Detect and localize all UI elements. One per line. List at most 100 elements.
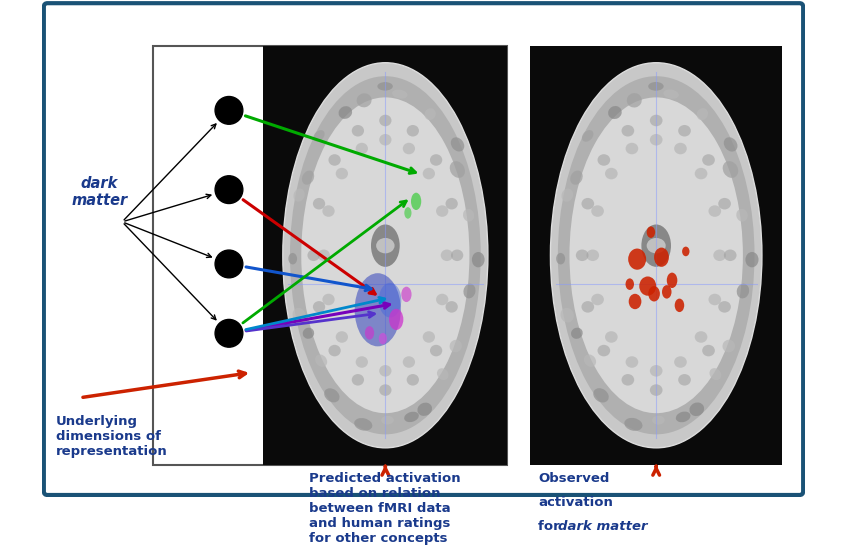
Ellipse shape <box>402 143 415 155</box>
Ellipse shape <box>451 250 463 261</box>
Ellipse shape <box>584 354 596 367</box>
Ellipse shape <box>472 252 484 267</box>
Ellipse shape <box>446 301 458 312</box>
Ellipse shape <box>551 63 762 448</box>
Ellipse shape <box>379 384 391 396</box>
Ellipse shape <box>392 90 407 98</box>
Ellipse shape <box>430 345 442 356</box>
Ellipse shape <box>708 205 721 217</box>
Ellipse shape <box>569 97 743 413</box>
Ellipse shape <box>379 333 387 344</box>
Ellipse shape <box>365 326 374 339</box>
Text: Observed: Observed <box>538 472 609 485</box>
Ellipse shape <box>379 115 391 126</box>
Ellipse shape <box>626 278 634 290</box>
Ellipse shape <box>379 134 391 146</box>
Ellipse shape <box>689 403 704 416</box>
Ellipse shape <box>581 198 594 210</box>
Ellipse shape <box>597 154 610 166</box>
Text: Predicted activation
based on relation
between fMRI data
and human ratings
for o: Predicted activation based on relation b… <box>309 472 461 545</box>
Ellipse shape <box>702 154 715 166</box>
Ellipse shape <box>424 108 435 120</box>
Ellipse shape <box>329 154 340 166</box>
Ellipse shape <box>313 198 325 210</box>
Ellipse shape <box>737 284 749 299</box>
Ellipse shape <box>401 287 412 302</box>
Ellipse shape <box>581 301 594 312</box>
Ellipse shape <box>379 283 401 317</box>
Ellipse shape <box>571 328 583 339</box>
Text: activation: activation <box>538 496 613 509</box>
Ellipse shape <box>293 189 305 202</box>
Ellipse shape <box>288 253 297 265</box>
Ellipse shape <box>335 331 348 343</box>
Ellipse shape <box>352 374 364 386</box>
Ellipse shape <box>313 301 325 312</box>
Ellipse shape <box>329 345 340 356</box>
Ellipse shape <box>648 286 660 301</box>
Ellipse shape <box>437 368 449 380</box>
Ellipse shape <box>323 205 335 217</box>
Ellipse shape <box>561 308 574 322</box>
Ellipse shape <box>313 130 324 142</box>
Ellipse shape <box>605 168 617 179</box>
Ellipse shape <box>708 294 721 305</box>
Ellipse shape <box>378 82 393 91</box>
Ellipse shape <box>404 207 412 219</box>
Ellipse shape <box>650 365 662 377</box>
Ellipse shape <box>678 125 691 136</box>
Ellipse shape <box>562 189 573 202</box>
Ellipse shape <box>411 192 421 210</box>
Ellipse shape <box>324 388 340 403</box>
Circle shape <box>215 250 243 278</box>
Ellipse shape <box>650 134 662 146</box>
Ellipse shape <box>628 294 641 309</box>
Ellipse shape <box>450 340 462 353</box>
Text: for: for <box>538 520 564 532</box>
Ellipse shape <box>576 250 589 261</box>
Ellipse shape <box>354 418 373 431</box>
Ellipse shape <box>376 238 395 254</box>
Ellipse shape <box>423 168 435 179</box>
Ellipse shape <box>674 356 687 368</box>
Ellipse shape <box>357 94 372 107</box>
Bar <box>263 46 507 465</box>
Ellipse shape <box>676 411 690 422</box>
Bar <box>530 46 782 465</box>
Ellipse shape <box>302 170 314 185</box>
Ellipse shape <box>713 250 726 261</box>
Ellipse shape <box>745 252 759 267</box>
Ellipse shape <box>586 250 599 261</box>
Ellipse shape <box>591 294 604 305</box>
Ellipse shape <box>558 76 755 434</box>
Circle shape <box>215 96 243 124</box>
Text: dark matter: dark matter <box>558 520 647 532</box>
Ellipse shape <box>622 125 634 136</box>
Ellipse shape <box>430 154 442 166</box>
Text: dark
matter: dark matter <box>71 176 127 208</box>
Ellipse shape <box>440 250 453 261</box>
Ellipse shape <box>678 374 691 386</box>
Ellipse shape <box>650 384 662 396</box>
Ellipse shape <box>451 138 464 151</box>
Ellipse shape <box>292 308 306 322</box>
Ellipse shape <box>463 209 474 222</box>
Ellipse shape <box>639 277 656 296</box>
Ellipse shape <box>389 309 403 330</box>
Circle shape <box>215 176 243 204</box>
Ellipse shape <box>582 130 594 142</box>
Ellipse shape <box>402 356 415 368</box>
Ellipse shape <box>597 345 610 356</box>
Ellipse shape <box>355 273 401 346</box>
Ellipse shape <box>650 115 662 126</box>
Ellipse shape <box>556 253 565 265</box>
Ellipse shape <box>626 356 639 368</box>
Ellipse shape <box>407 125 419 136</box>
Ellipse shape <box>323 294 335 305</box>
Ellipse shape <box>318 250 330 261</box>
Ellipse shape <box>654 248 669 267</box>
Ellipse shape <box>290 76 481 434</box>
Ellipse shape <box>718 301 731 312</box>
Ellipse shape <box>675 299 684 312</box>
Ellipse shape <box>436 294 448 305</box>
